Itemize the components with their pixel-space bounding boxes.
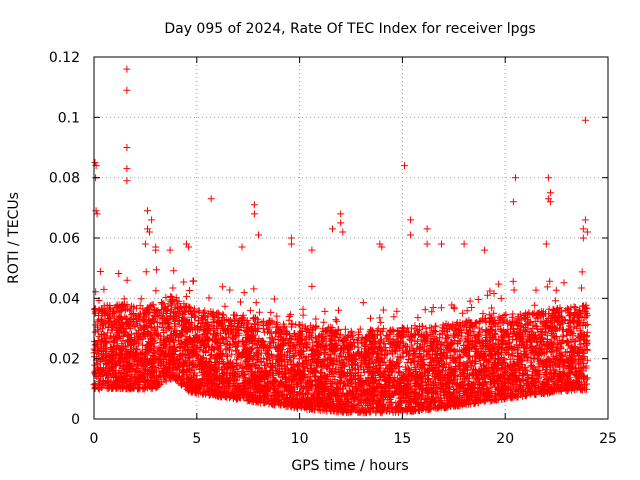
- x-tick-label: 0: [90, 431, 99, 447]
- x-tick-label: 5: [192, 431, 201, 447]
- y-tick-label: 0.02: [49, 352, 80, 368]
- x-tick-label: 20: [496, 431, 514, 447]
- y-tick-label: 0.06: [49, 231, 80, 247]
- y-tick-label: 0.04: [49, 291, 80, 307]
- y-tick-label: 0.08: [49, 171, 80, 187]
- y-tick-label: 0.12: [49, 50, 80, 66]
- x-axis-label: GPS time / hours: [291, 458, 408, 474]
- data-points: [90, 65, 591, 417]
- x-tick-label: 15: [393, 431, 411, 447]
- tick-labels: 0 5 10 15 20 25 0 0.02 0.04 0.06 0.08 0.1 0.12: [49, 50, 617, 447]
- y-tick-label: 0.1: [58, 110, 80, 126]
- chart-title: Day 095 of 2024, Rate Of TEC Index for r…: [164, 21, 535, 37]
- axis-ticks: [93, 56, 609, 420]
- roti-point-cluster: [90, 276, 591, 416]
- y-axis-label: ROTI / TECUs: [6, 192, 22, 284]
- roti-point-cluster: [91, 65, 591, 254]
- y-tick-label: 0: [71, 412, 80, 428]
- x-tick-label: 10: [291, 431, 309, 447]
- x-tick-label: 25: [599, 431, 617, 447]
